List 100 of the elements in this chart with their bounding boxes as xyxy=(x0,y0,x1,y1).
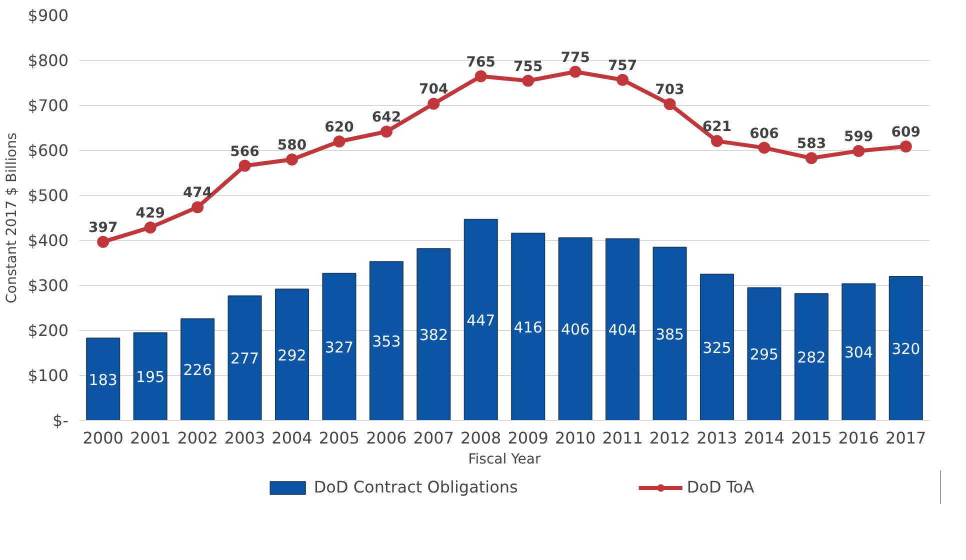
bar xyxy=(700,274,734,420)
bar xyxy=(464,218,498,420)
legend-label: DoD ToA xyxy=(686,478,754,496)
x-tick-label: 2002 xyxy=(177,428,218,448)
data-label: 327 xyxy=(324,338,354,356)
point xyxy=(144,221,156,234)
x-tick-label: 2014 xyxy=(744,428,785,448)
x-tick-label: 2001 xyxy=(130,428,171,448)
point xyxy=(428,98,440,110)
x-tick-label: 2012 xyxy=(649,428,690,448)
data-label: 755 xyxy=(514,58,543,75)
data-label: 583 xyxy=(796,136,826,152)
data-label: 325 xyxy=(702,338,732,357)
x-tick-label: 2007 xyxy=(413,428,454,448)
data-label: 382 xyxy=(419,326,448,344)
point xyxy=(380,126,392,138)
data-label: 621 xyxy=(702,119,732,136)
data-label: 277 xyxy=(230,350,260,368)
x-tick-label: 2015 xyxy=(791,428,832,448)
y-tick-label: $- xyxy=(52,411,68,430)
point xyxy=(569,66,582,78)
bar xyxy=(416,248,451,420)
data-label: 282 xyxy=(797,348,826,367)
data-label: 429 xyxy=(136,205,165,222)
x-tick-label: 2009 xyxy=(508,428,548,448)
point xyxy=(286,154,298,166)
data-label: 183 xyxy=(88,370,118,389)
data-label: 295 xyxy=(750,346,779,364)
point xyxy=(852,144,865,157)
data-label: 320 xyxy=(892,340,920,358)
data-label: 599 xyxy=(844,128,874,145)
data-label: 385 xyxy=(655,325,684,344)
bar xyxy=(133,332,168,420)
data-label: 195 xyxy=(136,368,165,386)
x-tick-label: 2005 xyxy=(318,428,360,448)
data-label: 704 xyxy=(419,82,449,98)
bar xyxy=(228,295,262,420)
data-label: 775 xyxy=(560,50,590,66)
data-label: 416 xyxy=(514,318,542,336)
bar xyxy=(322,272,356,420)
bar xyxy=(842,283,876,420)
data-label: 606 xyxy=(750,126,779,142)
data-label: 580 xyxy=(277,138,307,154)
point xyxy=(758,142,770,154)
data-label: 765 xyxy=(466,54,496,70)
y-tick-label: $100 xyxy=(28,366,68,385)
data-label: 447 xyxy=(466,311,496,330)
data-label: 620 xyxy=(324,120,354,136)
point xyxy=(900,140,912,152)
data-label: 397 xyxy=(88,220,118,236)
point xyxy=(616,74,629,86)
point xyxy=(522,74,534,87)
x-tick-label: 2010 xyxy=(554,428,596,448)
data-label: 566 xyxy=(230,144,260,160)
x-tick-label: 2017 xyxy=(886,428,926,448)
data-label: 609 xyxy=(891,124,921,140)
y-axis-title: Constant 2017 $ Billions xyxy=(4,132,20,304)
data-label: 474 xyxy=(182,185,212,202)
bar xyxy=(558,237,592,420)
bar xyxy=(794,293,828,420)
point xyxy=(238,160,251,172)
point xyxy=(474,70,487,82)
data-label: 404 xyxy=(608,321,637,340)
y-tick-label: $400 xyxy=(28,231,68,250)
x-tick-label: 2013 xyxy=(696,428,738,448)
y-tick-label: $600 xyxy=(28,141,68,160)
y-tick-label: $300 xyxy=(28,276,68,295)
bar xyxy=(652,246,687,420)
data-label: 406 xyxy=(561,320,590,339)
x-tick-label: 2011 xyxy=(602,428,643,448)
bar xyxy=(369,261,404,420)
point xyxy=(805,152,818,164)
bar xyxy=(511,232,546,420)
data-label: 292 xyxy=(278,346,306,364)
bar xyxy=(606,238,640,420)
y-tick-label: $900 xyxy=(28,6,68,25)
x-tick-label: 2006 xyxy=(366,428,407,448)
point xyxy=(192,201,204,214)
x-tick-label: 2000 xyxy=(82,428,124,448)
bar xyxy=(747,287,782,420)
bar xyxy=(888,276,923,420)
y-tick-label: $800 xyxy=(28,51,68,70)
x-tick-label: 2004 xyxy=(272,428,312,448)
data-label: 642 xyxy=(372,110,402,126)
point xyxy=(97,236,110,248)
data-label: 226 xyxy=(183,361,212,380)
x-axis-title: Fiscal Year xyxy=(468,452,541,468)
x-tick-label: 2008 xyxy=(460,428,502,448)
point xyxy=(664,98,676,110)
bar xyxy=(180,318,215,420)
data-label: 353 xyxy=(372,332,401,351)
data-label: 757 xyxy=(608,58,638,74)
y-tick-label: $200 xyxy=(28,321,68,340)
data-label: 703 xyxy=(655,82,684,98)
x-tick-label: 2003 xyxy=(224,428,266,448)
point xyxy=(333,136,346,148)
x-tick-label: 2016 xyxy=(838,428,880,448)
data-label: 304 xyxy=(844,344,873,362)
point xyxy=(711,135,723,148)
y-tick-label: $700 xyxy=(28,96,68,115)
